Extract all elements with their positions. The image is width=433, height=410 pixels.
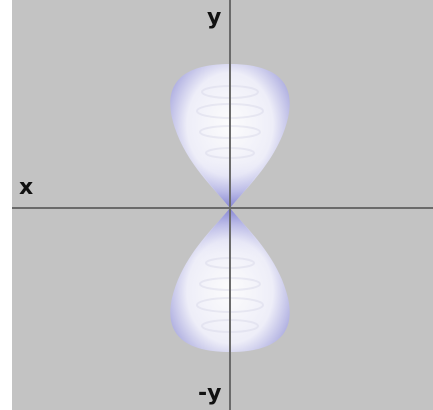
axis-labels: y x -y — [19, 5, 221, 406]
orbital-diagram-svg: y x -y — [12, 0, 433, 410]
y-positive-label: y — [207, 5, 221, 30]
y-negative-label: -y — [198, 381, 221, 406]
x-axis-label: x — [19, 175, 33, 200]
axes — [12, 0, 433, 410]
diagram-panel: y x -y — [12, 0, 433, 410]
